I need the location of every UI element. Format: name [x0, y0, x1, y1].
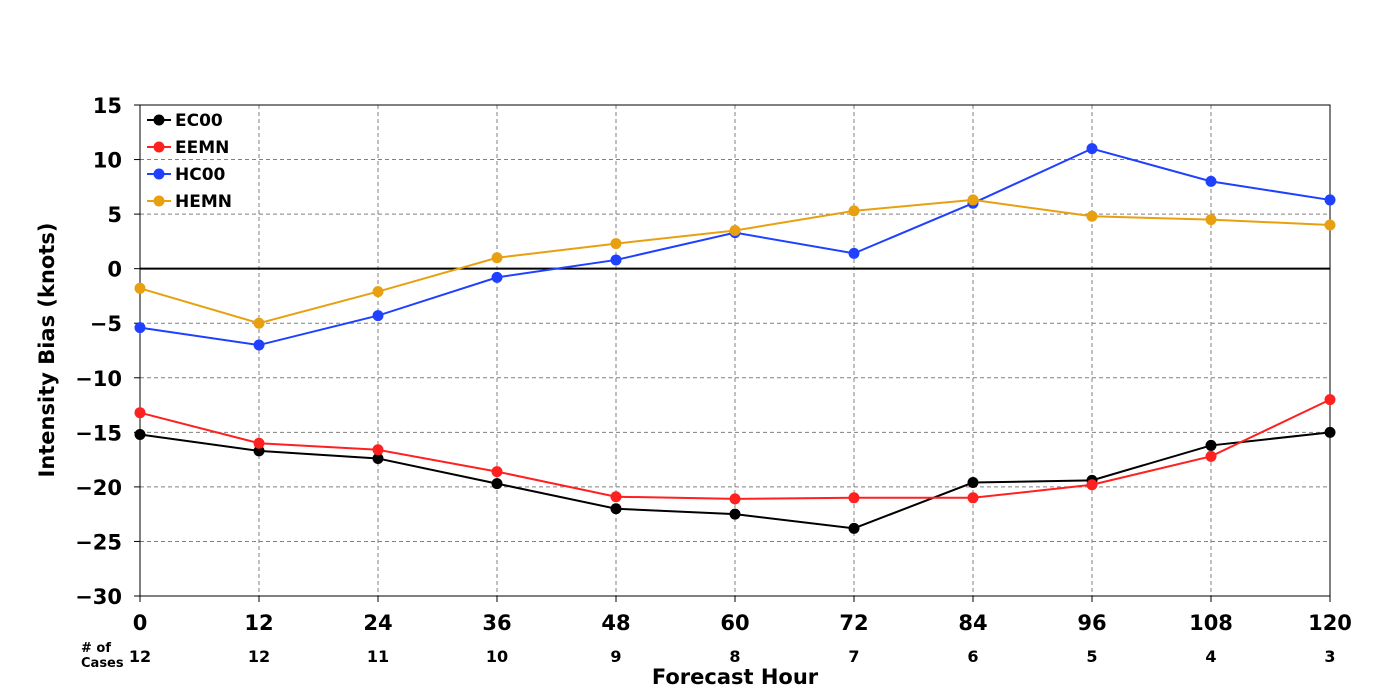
- x-tick-label: 60: [720, 611, 749, 635]
- y-tick-label: 15: [93, 94, 122, 118]
- legend-label-ec00: EC00: [175, 111, 223, 131]
- data-point-ec00: [491, 478, 503, 490]
- data-point-hemn: [134, 282, 146, 294]
- data-point-hc00: [610, 254, 622, 266]
- x-tick-label: 120: [1308, 611, 1352, 635]
- x-tick-label: 72: [839, 611, 868, 635]
- x-tick-label: 12: [244, 611, 273, 635]
- data-point-hemn: [372, 286, 384, 298]
- data-point-ec00: [253, 445, 265, 457]
- data-point-hemn: [1086, 210, 1098, 222]
- y-tick-label: 10: [93, 149, 122, 173]
- case-count: 6: [967, 647, 978, 666]
- case-count: 7: [848, 647, 859, 666]
- x-tick-label: 36: [482, 611, 511, 635]
- legend-marker-hemn: [153, 195, 165, 207]
- data-point-hc00: [1205, 175, 1217, 187]
- grid-lines: [140, 105, 1330, 596]
- data-series: [134, 143, 1336, 534]
- x-tick-label: 96: [1077, 611, 1106, 635]
- data-point-eemn: [1205, 450, 1217, 462]
- y-tick-label: 5: [107, 203, 122, 227]
- legend-label-eemn: EEMN: [175, 138, 229, 158]
- legend-label-hc00: HC00: [175, 165, 226, 185]
- y-tick-label: −30: [75, 585, 122, 609]
- data-point-eemn: [491, 466, 503, 478]
- data-point-hc00: [1086, 143, 1098, 155]
- data-point-hemn: [1205, 214, 1217, 226]
- data-point-eemn: [1324, 394, 1336, 406]
- data-point-ec00: [729, 508, 741, 520]
- legend: EC00 EEMN HC00 HEMN: [147, 111, 232, 212]
- cases-label: # of Cases: [81, 641, 124, 671]
- x-tick-label: 84: [958, 611, 987, 635]
- data-point-hc00: [1324, 194, 1336, 206]
- data-point-eemn: [1086, 479, 1098, 491]
- case-count: 4: [1205, 647, 1216, 666]
- data-point-hc00: [372, 310, 384, 322]
- y-tick-label: −15: [75, 421, 122, 445]
- case-count: 3: [1324, 647, 1335, 666]
- x-tick-label: 48: [601, 611, 630, 635]
- cases-label-line: Cases: [81, 656, 124, 671]
- data-point-eemn: [729, 493, 741, 505]
- data-point-eemn: [848, 492, 860, 504]
- data-point-eemn: [253, 437, 265, 449]
- data-point-hc00: [491, 271, 503, 283]
- data-point-hemn: [729, 224, 741, 236]
- data-point-eemn: [610, 491, 622, 503]
- x-tick-label: 0: [133, 611, 148, 635]
- data-point-eemn: [372, 444, 384, 456]
- x-axis-title: Forecast Hour: [652, 665, 819, 689]
- data-point-ec00: [848, 522, 860, 534]
- y-tick-label: −10: [75, 367, 122, 391]
- legend-marker-ec00: [153, 114, 165, 126]
- data-point-ec00: [134, 429, 146, 441]
- legend-marker-eemn: [153, 141, 165, 153]
- y-axis-title: Intensity Bias (knots): [35, 223, 59, 478]
- case-count: 11: [367, 647, 389, 666]
- case-count: 9: [610, 647, 621, 666]
- case-count-labels: 12 12 11 10 9 8 7 6 5 4 3: [129, 647, 1336, 666]
- data-point-hc00: [134, 322, 146, 334]
- x-tick-labels: 0 12 24 36 48 60 72 84 96 108 120: [133, 596, 1352, 635]
- data-point-eemn: [134, 407, 146, 419]
- data-point-ec00: [967, 477, 979, 489]
- data-point-hemn: [610, 238, 622, 250]
- legend-label-hemn: HEMN: [175, 192, 232, 212]
- data-point-hemn: [967, 194, 979, 206]
- data-point-ec00: [1324, 426, 1336, 438]
- case-count: 8: [729, 647, 740, 666]
- case-count: 10: [486, 647, 508, 666]
- data-point-hemn: [253, 317, 265, 329]
- x-tick-label: 24: [363, 611, 392, 635]
- y-tick-label: −5: [90, 312, 122, 336]
- data-point-hc00: [253, 339, 265, 351]
- y-tick-label: −20: [75, 476, 122, 500]
- data-point-hc00: [848, 247, 860, 259]
- case-count: 12: [129, 647, 151, 666]
- data-point-ec00: [372, 453, 384, 465]
- data-point-hemn: [1324, 219, 1336, 231]
- case-count: 5: [1086, 647, 1097, 666]
- y-tick-labels: 15 10 5 0 −5 −10 −15 −20 −25 −30: [75, 94, 140, 609]
- legend-marker-hc00: [153, 168, 165, 180]
- data-point-hemn: [848, 205, 860, 217]
- cases-label-line: # of: [81, 641, 111, 656]
- case-count: 12: [248, 647, 270, 666]
- data-point-eemn: [967, 492, 979, 504]
- data-point-ec00: [1205, 439, 1217, 451]
- x-tick-label: 108: [1189, 611, 1233, 635]
- data-point-hemn: [491, 252, 503, 264]
- y-tick-label: −25: [75, 530, 122, 554]
- y-tick-label: 0: [107, 258, 122, 282]
- data-point-ec00: [610, 503, 622, 515]
